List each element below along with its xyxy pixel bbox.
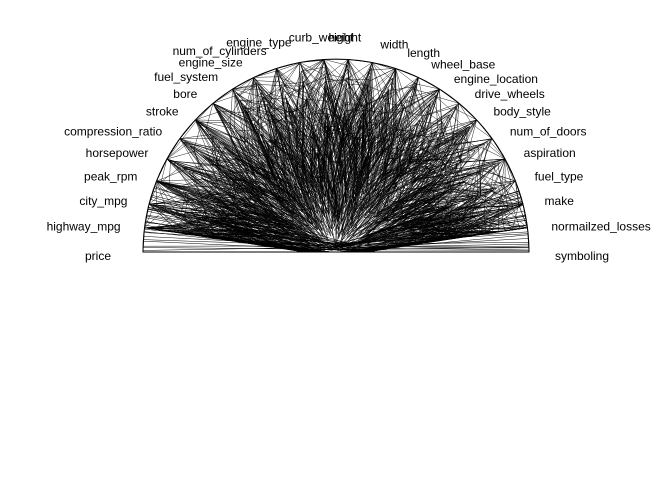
axis-chord-stroke — [180, 120, 195, 139]
axis-label-highway_mpg: highway_mpg — [47, 219, 121, 233]
axis-label-fuel_type: fuel_type — [535, 170, 584, 184]
axis-label-fuel_system: fuel_system — [154, 70, 218, 84]
axis-label-bore: bore — [173, 87, 197, 101]
axis-label-make: make — [545, 194, 575, 208]
axis-chord-make — [515, 181, 522, 204]
axis-label-length: length — [407, 46, 440, 60]
axis-label-drive_wheels: drive_wheels — [475, 87, 545, 101]
axis-chord-engine_location — [418, 77, 439, 89]
axis-chord-bore — [195, 103, 213, 120]
axis-label-stroke: stroke — [146, 105, 179, 119]
axis-label-num_of_doors: num_of_doors — [510, 125, 587, 139]
axis-chord-drive_wheels — [439, 89, 459, 103]
axis-chord-fuel_system — [213, 89, 233, 103]
axis-label-normailzed_losses: normailzed_losses — [551, 219, 650, 233]
axis-label-symboling: symboling — [555, 249, 609, 263]
axis-label-engine_location: engine_location — [454, 72, 538, 86]
axis-label-width: width — [379, 38, 408, 52]
axis-label-body_style: body_style — [493, 105, 551, 119]
axis-chord-width — [348, 59, 372, 62]
axis-chord-fuel_type — [505, 159, 515, 181]
axis-label-engine_size: engine_size — [179, 56, 243, 70]
axis-label-wheel_base: wheel_base — [430, 58, 495, 72]
axis-label-compression_ratio: compression_ratio — [64, 125, 162, 139]
axis-label-horsepower: horsepower — [86, 146, 149, 160]
axis-chord-num_of_cylinders — [254, 68, 277, 77]
axis-label-price: price — [85, 249, 111, 263]
axis-label-city_mpg: city_mpg — [79, 194, 127, 208]
axis-label-peak_rpm: peak_rpm — [84, 170, 137, 184]
axis-chord-engine_size — [233, 77, 254, 89]
axis-chord-wheel_base — [396, 68, 419, 77]
records-layer — [143, 59, 529, 252]
axis-label-curb_weight: curb_weight — [289, 30, 354, 44]
axis-label-aspiration: aspiration — [524, 146, 576, 160]
